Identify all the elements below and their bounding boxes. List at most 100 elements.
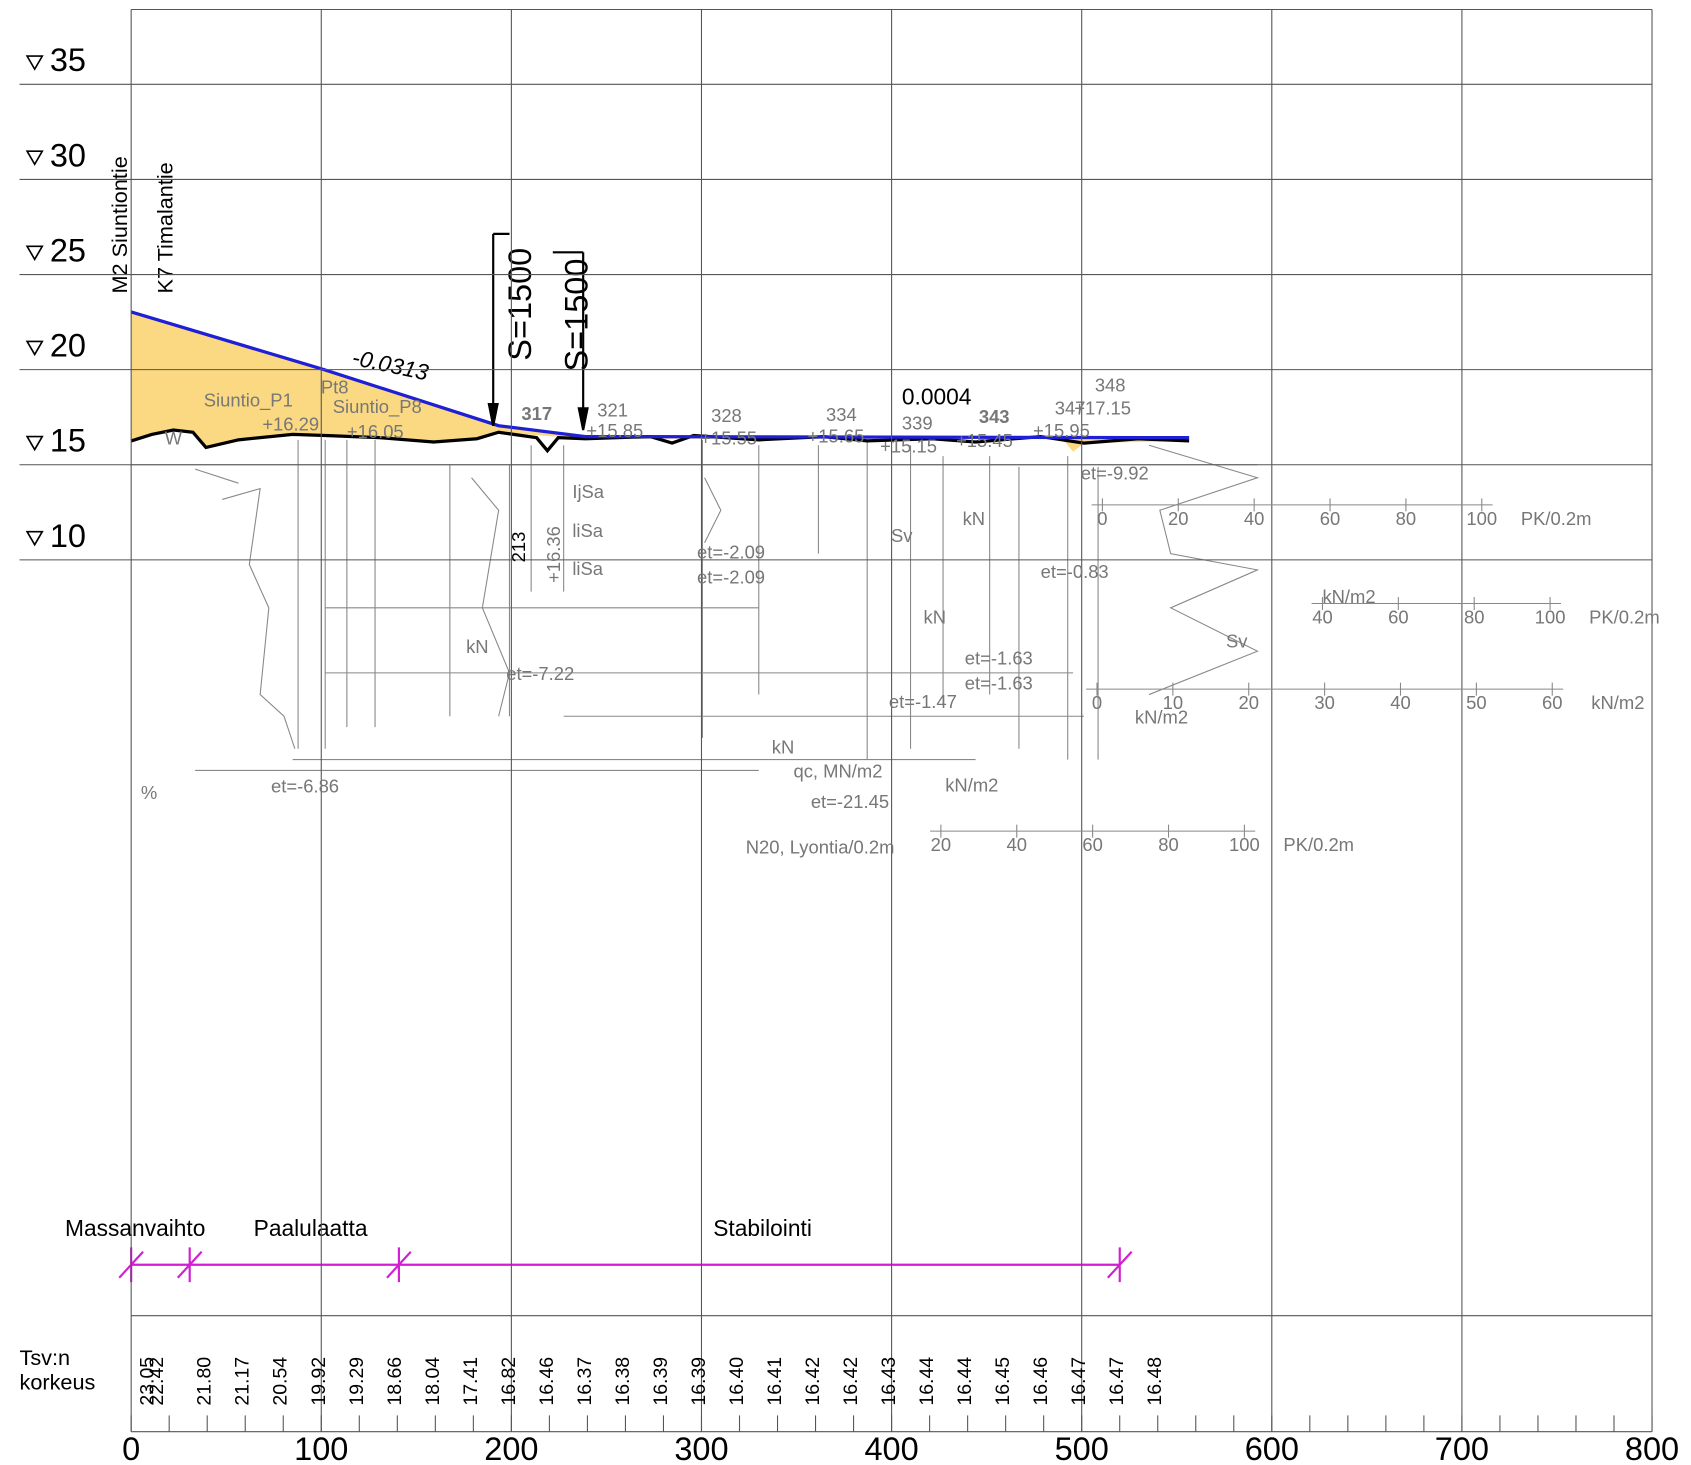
annotation: 339 <box>902 413 933 434</box>
scale-label: 40 <box>1312 607 1332 628</box>
annotation: Siuntio_P1 <box>204 390 293 412</box>
level-symbol <box>25 340 44 357</box>
annotation: Sv <box>1226 630 1248 651</box>
scale-label: 0 <box>1097 508 1107 529</box>
annotation: 334 <box>826 404 857 425</box>
scale-label: 60 <box>1542 692 1562 713</box>
annotation: +15.95 <box>1033 420 1090 441</box>
section-label: Stabilointi <box>713 1215 812 1241</box>
annotation: kN <box>466 636 489 657</box>
annotation: Pt8 <box>321 377 349 398</box>
annotation: kN/m2 <box>1322 586 1375 607</box>
annotation: kN/m2 <box>1135 706 1188 727</box>
road-name: K7 Timalantie <box>153 162 178 293</box>
annotation: +15.45 <box>956 430 1013 451</box>
y-tick-label: 25 <box>50 232 86 268</box>
scale-label: 40 <box>1007 834 1027 855</box>
annotation: et=-1.47 <box>889 691 957 712</box>
y-tick-label: 30 <box>50 137 86 173</box>
x-tick-label: 700 <box>1435 1431 1489 1465</box>
grade-line <box>130 310 1190 440</box>
annotation: 317 <box>521 403 552 424</box>
section-label: Paalulaatta <box>254 1215 368 1241</box>
y-tick-label: 10 <box>50 518 86 554</box>
scale-unit: PK/0.2m <box>1521 508 1592 529</box>
x-tick-label: 800 <box>1625 1431 1679 1465</box>
scale-label: 60 <box>1320 508 1340 529</box>
curve-radius: S=1500 <box>558 259 594 372</box>
annotation: kN <box>963 508 986 529</box>
scale-label: 40 <box>1244 508 1264 529</box>
y-tick-label: 35 <box>50 42 86 78</box>
grade-height: 23.05 <box>137 1357 159 1406</box>
annotation: +16.29 <box>262 414 319 435</box>
x-tick-label: 0 <box>122 1431 140 1465</box>
scale-label: 20 <box>1238 692 1258 713</box>
grade-height: 19.92 <box>308 1357 330 1406</box>
grade-height: 19.29 <box>346 1357 368 1406</box>
annotation: % <box>141 782 157 803</box>
scale-label: 30 <box>1314 692 1334 713</box>
scale-label: 100 <box>1229 834 1260 855</box>
x-tick-label: 400 <box>864 1431 918 1465</box>
grade-height: 16.39 <box>650 1357 672 1406</box>
scale-label: 80 <box>1464 607 1484 628</box>
grade-height: 16.40 <box>726 1357 748 1406</box>
annotation: qc, MN/m2 <box>793 760 882 781</box>
annotation: +17.15 <box>1074 397 1131 418</box>
x-tick-label: 200 <box>484 1431 538 1465</box>
curve-markers <box>487 232 589 431</box>
annotation: IjSa <box>572 481 604 502</box>
section-label: Massanvaihto <box>65 1215 205 1241</box>
annotation: 343 <box>979 406 1010 427</box>
scale-unit: kN/m2 <box>1591 692 1644 713</box>
annotation: 328 <box>711 405 742 426</box>
annotation: 347 <box>1055 397 1086 418</box>
road-name: M2 Siuntiontie <box>107 156 132 293</box>
y-tick-label: 15 <box>50 423 86 459</box>
grade-height: 16.42 <box>840 1357 862 1406</box>
scale-label: 60 <box>1082 834 1102 855</box>
grade: 0.0004 <box>902 384 972 410</box>
ground-line <box>130 428 1190 454</box>
annotation: +15.15 <box>880 435 937 456</box>
grade-height: 22.42 <box>146 1357 168 1406</box>
scale-label: 80 <box>1396 508 1416 529</box>
grade-height: 18.66 <box>384 1357 406 1406</box>
grade-height: 16.44 <box>916 1357 938 1406</box>
grade-height: 16.47 <box>1106 1357 1128 1406</box>
scale-unit: PK/0.2m <box>1283 834 1354 855</box>
grade-height-label: Tsv:n <box>20 1345 71 1370</box>
grade-height: 16.82 <box>498 1357 520 1406</box>
annotation: +16.05 <box>347 421 404 442</box>
annotation: liSa <box>572 558 603 579</box>
annotation: kN <box>772 737 795 758</box>
annotation: +15.55 <box>700 428 757 449</box>
annotation: et=-7.22 <box>506 663 574 684</box>
level-symbol <box>25 530 44 547</box>
scale-label: 100 <box>1466 508 1497 529</box>
annotation: et=-1.63 <box>965 673 1033 694</box>
grade-height: 16.43 <box>878 1357 900 1406</box>
annotation: et=-2.09 <box>697 542 765 563</box>
x-tick-label: 100 <box>294 1431 348 1465</box>
grade-height: 16.41 <box>764 1357 786 1406</box>
annotation: et=-21.45 <box>811 791 889 812</box>
annotation: 348 <box>1095 375 1126 396</box>
grade-height: 16.38 <box>612 1357 634 1406</box>
annotation: W <box>165 428 183 449</box>
annotation: et=-2.09 <box>697 566 765 587</box>
annotation: kN <box>924 607 947 628</box>
x-tick-label: 500 <box>1055 1431 1109 1465</box>
grade-height: 16.42 <box>802 1357 824 1406</box>
scale-label: 0 <box>1092 692 1102 713</box>
scale-label: 20 <box>931 834 951 855</box>
scale-unit: PK/0.2m <box>1589 607 1660 628</box>
y-tick-label: 20 <box>50 328 86 364</box>
annotation: +15.65 <box>808 426 865 447</box>
x-tick-label: 600 <box>1245 1431 1299 1465</box>
grade-height: 16.48 <box>1144 1357 1166 1406</box>
annotation: et=-9.92 <box>1081 462 1149 483</box>
